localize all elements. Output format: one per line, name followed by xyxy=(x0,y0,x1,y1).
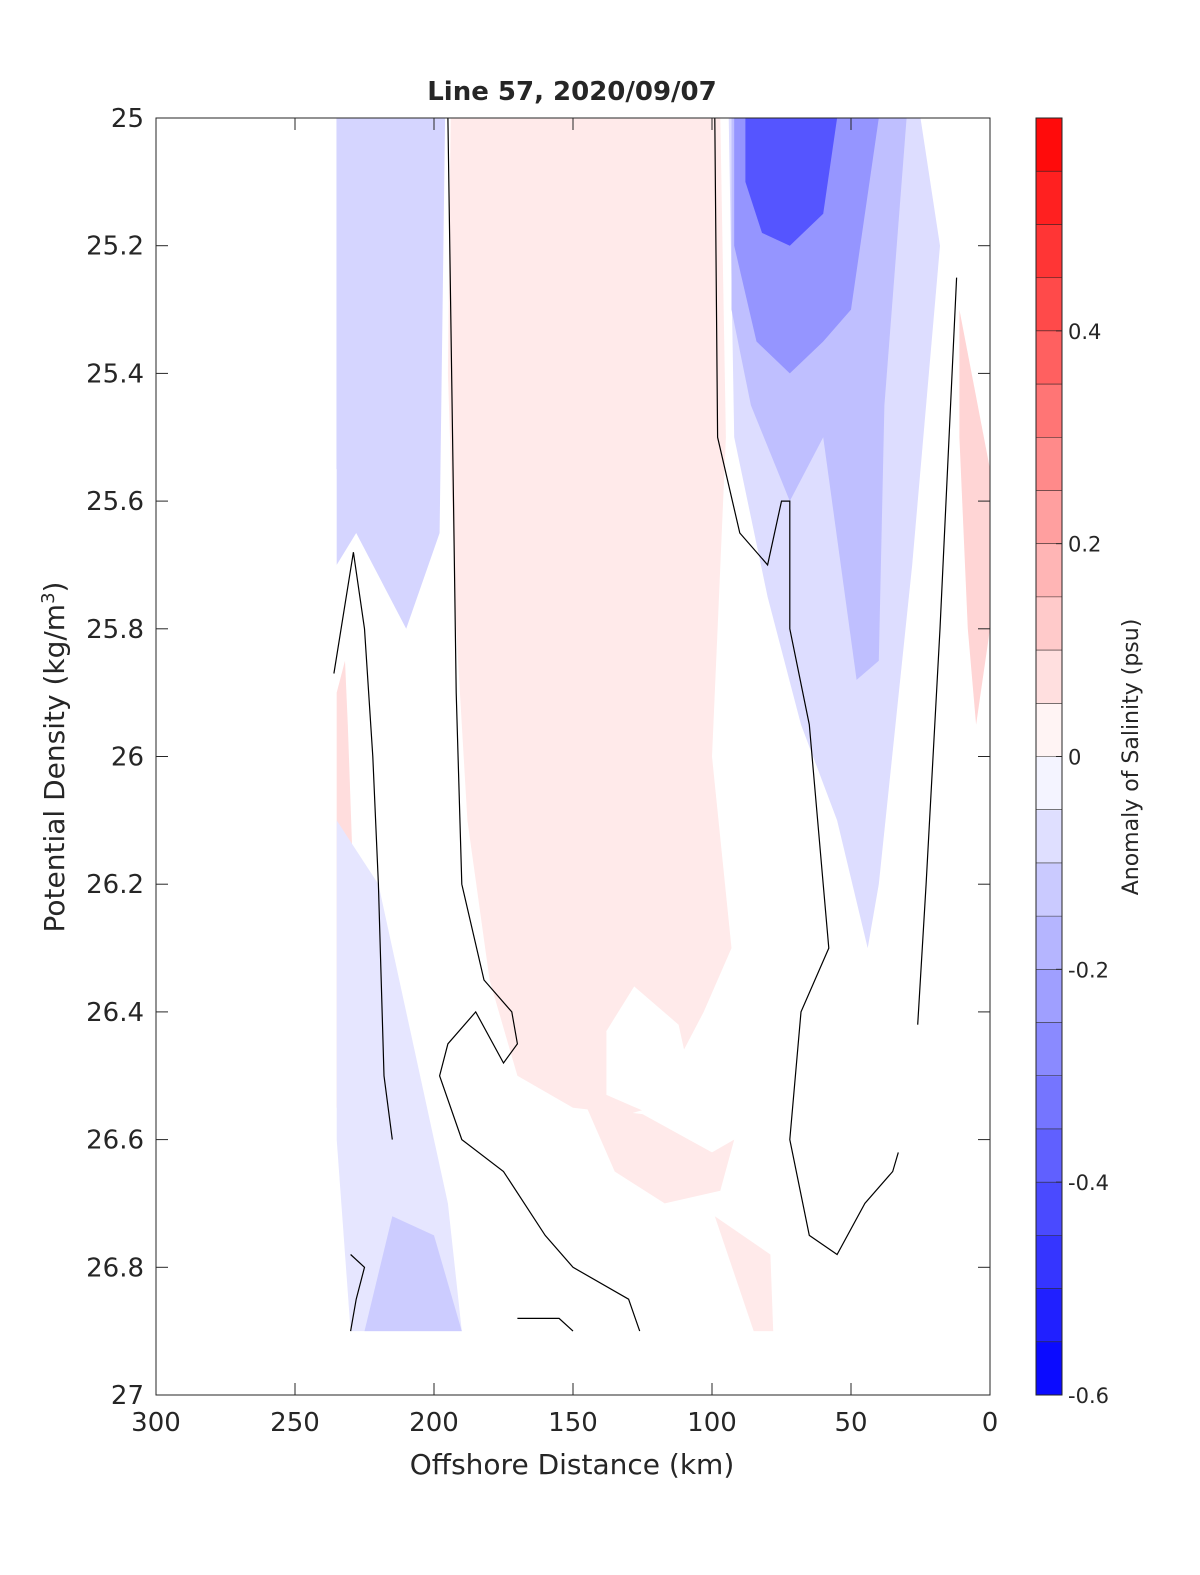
x-tick-label: 250 xyxy=(270,1408,320,1438)
y-axis-label-main: Potential Density (kg/m xyxy=(38,604,71,933)
colorbar-swatch xyxy=(1036,703,1062,757)
zero-contour-line-3 xyxy=(333,552,393,1140)
colorbar-swatch xyxy=(1036,1075,1062,1130)
contour-region-west-blue-01 xyxy=(336,118,446,629)
x-tick-label: 150 xyxy=(548,1408,598,1438)
x-tick-label: 50 xyxy=(834,1408,867,1438)
zero-contour-line-5 xyxy=(350,1254,366,1332)
colorbar-ticks: -0.6 -0.4 -0.2 0 0.2 0.4 xyxy=(1056,320,1109,1408)
colorbar-swatch xyxy=(1036,650,1062,704)
colorbar-swatch xyxy=(1036,756,1062,811)
y-tick-label: 26.8 xyxy=(86,1253,144,1283)
chart-title: Line 57, 2020/09/07 xyxy=(427,77,717,107)
contour-region-bottom-pink xyxy=(714,1216,774,1332)
x-tick-label: 200 xyxy=(409,1408,459,1438)
zero-contour-line-1 xyxy=(438,118,641,1332)
colorbar-swatch xyxy=(1036,118,1062,172)
contour-region-east-blue-04 xyxy=(745,118,838,246)
colorbar-swatch xyxy=(1036,384,1062,438)
colorbar-swatch xyxy=(1036,862,1062,917)
y-axis-label-superscript: 3 xyxy=(38,592,59,603)
colorbar-swatch xyxy=(1036,1235,1062,1290)
y-axis-ticks: 25 25.2 25.4 25.6 25.8 26 26.2 26.4 26.6 26.8 27 xyxy=(86,104,990,1411)
x-tick-label: 100 xyxy=(687,1408,737,1438)
contour-region-lower-pink xyxy=(586,1107,735,1204)
filled-contour-regions xyxy=(336,118,990,1332)
y-tick-label: 25.6 xyxy=(86,487,144,517)
colorbar-swatch xyxy=(1036,1182,1062,1236)
contour-region-nearshore-pink xyxy=(959,309,990,725)
colorbar-label: Anomaly of Salinity (psu) xyxy=(1119,619,1144,896)
y-axis-label-close: ) xyxy=(38,582,71,593)
zero-contour-line-6 xyxy=(517,1317,574,1332)
colorbar-swatch xyxy=(1036,596,1062,651)
colorbar-swatch xyxy=(1036,1288,1062,1343)
contour-region-ovoid-white-1 xyxy=(606,986,690,1115)
y-tick-label: 25.4 xyxy=(86,359,144,389)
zero-contour-line-2 xyxy=(714,118,899,1256)
x-axis-ticks: 300 250 200 150 100 50 0 xyxy=(131,118,998,1438)
colorbar-swatch xyxy=(1036,1022,1062,1077)
zero-contour-lines xyxy=(333,118,958,1332)
colorbar-tick-label: 0.4 xyxy=(1068,320,1101,344)
colorbar-tick-label: 0.2 xyxy=(1068,533,1101,557)
y-tick-label: 26 xyxy=(111,743,144,773)
colorbar-swatch xyxy=(1036,809,1062,864)
colorbar-swatch xyxy=(1036,277,1062,332)
colorbar-swatch xyxy=(1036,330,1062,385)
colorbar-swatch xyxy=(1036,437,1062,491)
colorbar-tick-label: -0.4 xyxy=(1068,1171,1109,1195)
x-tick-label: 300 xyxy=(131,1408,181,1438)
colorbar xyxy=(1036,118,1062,1396)
y-tick-label: 27 xyxy=(111,1381,144,1411)
y-tick-label: 25 xyxy=(111,104,144,134)
y-tick-label: 26.4 xyxy=(86,998,144,1028)
colorbar-swatch xyxy=(1036,224,1062,279)
x-axis-label: Offshore Distance (km) xyxy=(410,1448,735,1481)
colorbar-tick-label: 0 xyxy=(1068,746,1081,770)
colorbar-swatch xyxy=(1036,916,1062,970)
contour-region-west-bottom-blue xyxy=(364,1216,462,1332)
colorbar-swatch xyxy=(1036,969,1062,1024)
x-tick-label: 0 xyxy=(982,1408,999,1438)
colorbar-swatch xyxy=(1036,1341,1062,1396)
colorbar-tick-label: -0.6 xyxy=(1068,1384,1109,1408)
contour-region-positive-envelope xyxy=(447,118,732,1115)
y-axis-label: Potential Density (kg/m3) xyxy=(38,582,72,933)
y-tick-label: 26.6 xyxy=(86,1126,144,1156)
contour-region-west-lower-blue xyxy=(336,820,462,1332)
colorbar-swatch xyxy=(1036,171,1062,225)
colorbar-swatch xyxy=(1036,1128,1062,1183)
colorbar-tick-label: -0.2 xyxy=(1068,958,1109,982)
y-tick-label: 25.8 xyxy=(86,615,144,645)
zero-contour-line-4 xyxy=(917,277,958,1025)
colorbar-swatch xyxy=(1036,490,1062,545)
colorbar-swatch xyxy=(1036,543,1062,598)
y-tick-label: 25.2 xyxy=(86,232,144,262)
y-tick-label: 26.2 xyxy=(86,870,144,900)
